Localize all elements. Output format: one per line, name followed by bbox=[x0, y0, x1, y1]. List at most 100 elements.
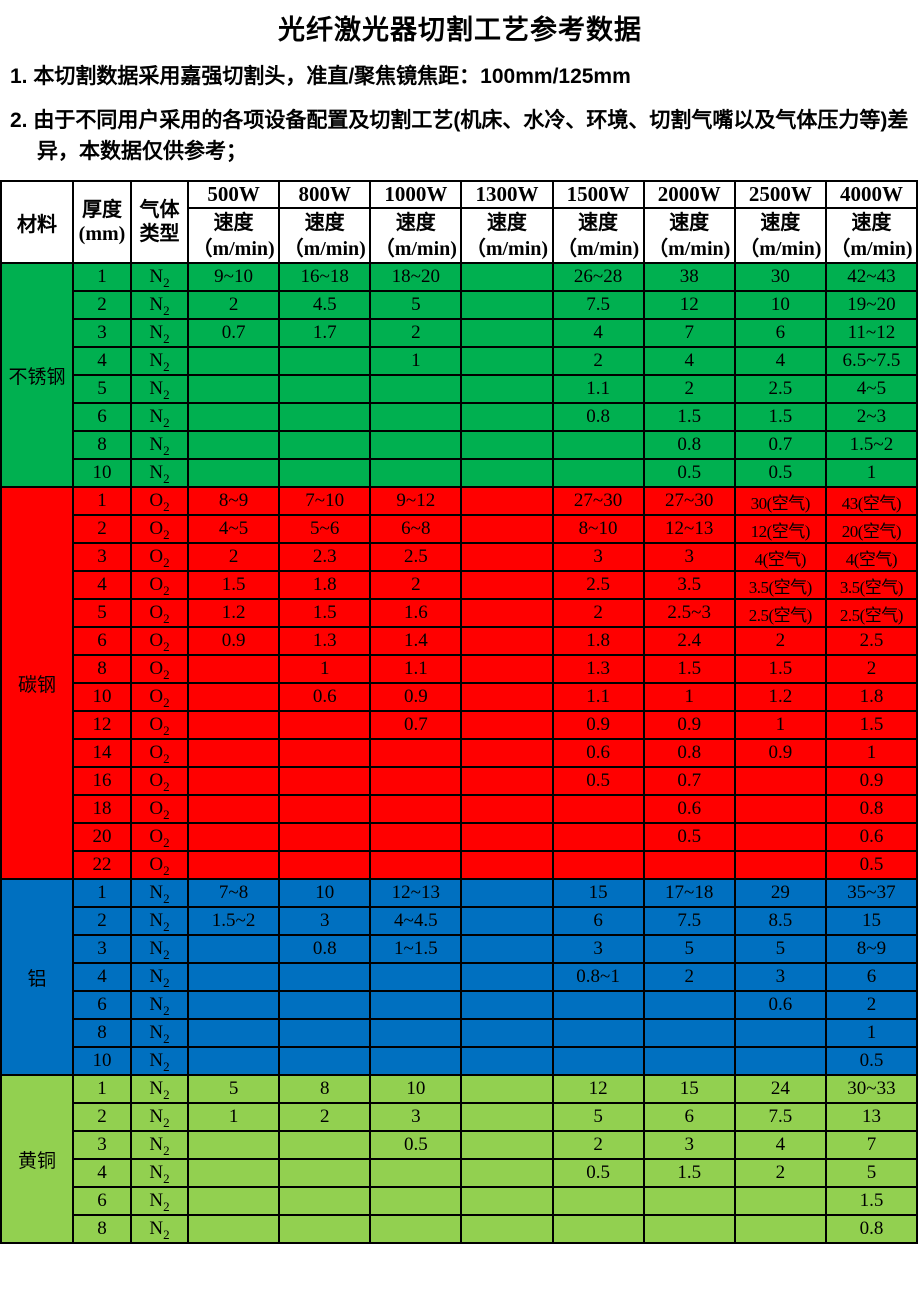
thickness-cell: 2 bbox=[72, 906, 132, 936]
speed-cell bbox=[460, 514, 554, 544]
speed-cell: 1.5~2 bbox=[186, 906, 281, 936]
thickness-cell: 3 bbox=[72, 934, 132, 964]
speed-cell: 2 bbox=[733, 626, 827, 656]
speed-cell: 10 bbox=[369, 1074, 463, 1104]
speed-cell: 2 bbox=[824, 654, 919, 684]
speed-cell: 1.5~2 bbox=[824, 430, 919, 460]
speed-cell: 0.8 bbox=[551, 402, 645, 432]
page-title: 光纤激光器切割工艺参考数据 bbox=[278, 15, 642, 45]
speed-cell: 4 bbox=[733, 1130, 827, 1160]
speed-cell: 0.8 bbox=[278, 934, 372, 964]
speed-cell bbox=[186, 430, 281, 460]
speed-cell bbox=[278, 1018, 372, 1048]
speed-cell bbox=[278, 374, 372, 404]
speed-cell bbox=[733, 822, 827, 852]
speed-cell bbox=[186, 374, 281, 404]
speed-cell: 10 bbox=[278, 878, 372, 908]
gas-cell: O2 bbox=[130, 654, 189, 684]
speed-cell bbox=[460, 486, 554, 516]
speed-cell bbox=[460, 262, 554, 292]
speed-cell: 1.5 bbox=[278, 598, 372, 628]
speed-cell: 4.5 bbox=[278, 290, 372, 320]
speed-cell: 2.5~3 bbox=[642, 598, 736, 628]
speed-cell: 11~12 bbox=[824, 318, 919, 348]
speed-cell: 2 bbox=[186, 542, 281, 572]
speed-cell: 5 bbox=[642, 934, 736, 964]
speed-cell: 26~28 bbox=[551, 262, 645, 292]
speed-cell: 0.5 bbox=[551, 1158, 645, 1188]
table-row: 4 O2 1.5 1.8 2 2.5 3.5 3.5(空气) 3.5(空气) bbox=[1, 570, 919, 600]
speed-cell bbox=[186, 850, 281, 880]
speed-cell: 0.7 bbox=[369, 710, 463, 740]
speed-cell bbox=[460, 374, 554, 404]
speed-cell: 2 bbox=[278, 1102, 372, 1132]
gas-cell: O2 bbox=[130, 682, 189, 712]
speed-cell: 1 bbox=[733, 710, 827, 740]
table-row: 4 N2 0.5 1.5 2 5 bbox=[1, 1158, 919, 1188]
speed-cell bbox=[278, 710, 372, 740]
speed-cell bbox=[460, 850, 554, 880]
gas-cell: N2 bbox=[130, 934, 189, 964]
speed-cell: 3 bbox=[278, 906, 372, 936]
gas-cell: N2 bbox=[130, 1102, 189, 1132]
speed-cell bbox=[278, 738, 372, 768]
table-row: 2 N2 2 4.5 5 7.5 12 10 19~20 bbox=[1, 290, 919, 320]
thickness-cell: 8 bbox=[72, 1214, 132, 1244]
speed-cell: 2.5 bbox=[824, 626, 919, 656]
speed-cell bbox=[642, 1046, 736, 1076]
speed-cell: 8 bbox=[278, 1074, 372, 1104]
speed-cell: 0.8 bbox=[642, 738, 736, 768]
speed-cell bbox=[733, 850, 827, 880]
speed-cell: 2.5 bbox=[733, 374, 827, 404]
header-thickness-line1: 厚度 bbox=[82, 199, 122, 221]
speed-cell bbox=[551, 430, 645, 460]
thickness-cell: 2 bbox=[72, 1102, 132, 1132]
speed-cell bbox=[186, 822, 281, 852]
speed-cell: 0.9 bbox=[369, 682, 463, 712]
speed-cell: 42~43 bbox=[824, 262, 919, 292]
speed-cell bbox=[460, 346, 554, 376]
header-thickness-line2: (mm) bbox=[78, 223, 126, 245]
gas-cell: N2 bbox=[130, 402, 189, 432]
thickness-cell: 1 bbox=[72, 878, 132, 908]
gas-cell: O2 bbox=[130, 514, 189, 544]
speed-cell: 8.5 bbox=[733, 906, 827, 936]
gas-cell: N2 bbox=[130, 878, 189, 908]
speed-cell: 0.5 bbox=[642, 822, 736, 852]
speed-cell bbox=[278, 1130, 372, 1160]
gas-cell: N2 bbox=[130, 1074, 189, 1104]
gas-cell: N2 bbox=[130, 1130, 189, 1160]
speed-cell: 1.1 bbox=[551, 374, 645, 404]
table-header: 材料 厚度 (mm) 气体 类型 500W 800W 1000W 1300W 1500W 20… bbox=[0, 180, 919, 264]
gas-cell: N2 bbox=[130, 458, 189, 488]
table-row: 8 N2 0.8 0.7 1.5~2 bbox=[1, 430, 919, 460]
speed-cell: 0.7 bbox=[733, 430, 827, 460]
speed-cell: 1.5 bbox=[733, 654, 827, 684]
gas-cell: N2 bbox=[130, 1046, 189, 1076]
speed-cell bbox=[733, 1018, 827, 1048]
gas-cell: N2 bbox=[130, 430, 189, 460]
speed-cell: 4~5 bbox=[186, 514, 281, 544]
speed-cell: 2.5(空气) bbox=[824, 598, 919, 628]
speed-cell bbox=[460, 402, 554, 432]
speed-cell: 12~13 bbox=[369, 878, 463, 908]
speed-cell bbox=[278, 850, 372, 880]
speed-cell bbox=[733, 794, 827, 824]
speed-cell bbox=[278, 458, 372, 488]
thickness-cell: 4 bbox=[72, 570, 132, 600]
speed-cell: 1.5 bbox=[642, 402, 736, 432]
speed-cell: 12 bbox=[551, 1074, 645, 1104]
speed-cell bbox=[551, 850, 645, 880]
gas-cell: N2 bbox=[130, 1158, 189, 1188]
speed-cell bbox=[733, 1046, 827, 1076]
table-row: 2 N2 1.5~2 3 4~4.5 6 7.5 8.5 15 bbox=[1, 906, 919, 936]
speed-cell: 8~10 bbox=[551, 514, 645, 544]
speed-cell bbox=[186, 766, 281, 796]
gas-cell: O2 bbox=[130, 822, 189, 852]
speed-cell: 2 bbox=[551, 1130, 645, 1160]
speed-cell bbox=[551, 1186, 645, 1216]
speed-cell: 3 bbox=[369, 1102, 463, 1132]
speed-cell bbox=[460, 990, 554, 1020]
speed-cell: 12(空气) bbox=[733, 514, 827, 544]
speed-cell: 7.5 bbox=[642, 906, 736, 936]
